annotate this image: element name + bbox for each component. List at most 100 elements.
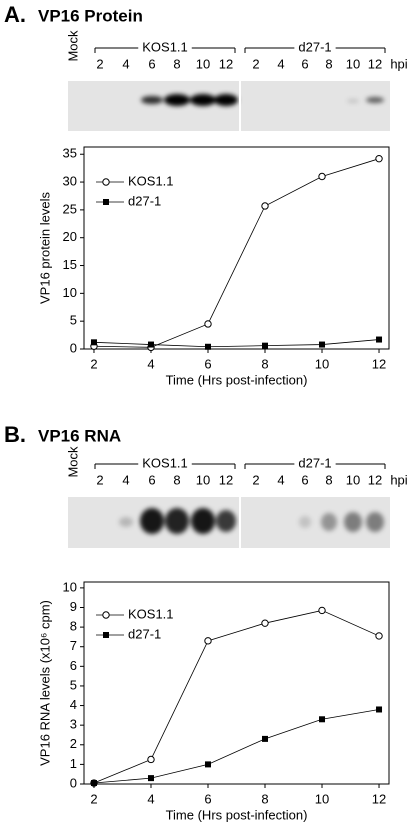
legend-label: KOS1.1 (128, 173, 174, 188)
lane-label: 6 (148, 472, 155, 487)
lane-label: 2 (96, 472, 103, 487)
lane-label: 6 (148, 56, 155, 71)
x-tick-label: 4 (147, 791, 154, 806)
blot-image-b (68, 497, 390, 548)
lane-label: 4 (277, 472, 284, 487)
point (204, 343, 211, 350)
y-tick-label: 8 (70, 619, 77, 634)
lane-label: 12 (368, 56, 382, 71)
lane-label: 8 (173, 472, 180, 487)
y-tick-label: 6 (70, 658, 77, 673)
y-tick-label: 35 (63, 146, 77, 161)
point (261, 202, 269, 210)
lane-label: 12 (368, 472, 382, 487)
x-tick-label: 2 (90, 356, 97, 371)
series-line (93, 339, 380, 348)
x-tick-label: 2 (90, 791, 97, 806)
point (204, 761, 211, 768)
point (376, 706, 383, 713)
lane-label: 8 (325, 56, 332, 71)
lane-label: 4 (122, 472, 129, 487)
lane-label: 6 (301, 56, 308, 71)
point (375, 632, 383, 640)
x-tick-label: 6 (204, 356, 211, 371)
x-axis-label: Time (Hrs post-infection) (166, 372, 308, 387)
point (204, 320, 212, 328)
lane-label: 8 (173, 56, 180, 71)
series-line (93, 610, 380, 784)
panel-title: VP16 Protein (38, 6, 143, 25)
mock-label: Mock (65, 446, 80, 478)
lane-label: 2 (96, 56, 103, 71)
y-tick-label: 0 (70, 340, 77, 355)
point (319, 341, 326, 348)
y-tick-label: 10 (63, 285, 77, 300)
blot-image-a (68, 81, 390, 131)
y-tick-label: 5 (70, 313, 77, 328)
lane-label: 8 (325, 472, 332, 487)
y-axis-label: VP16 protein levels (37, 191, 52, 304)
panel-label: A. (4, 2, 26, 27)
plot-frame (83, 581, 390, 785)
y-tick-label: 7 (70, 638, 77, 653)
x-tick-label: 10 (315, 791, 329, 806)
point (147, 755, 155, 764)
series-line (93, 158, 380, 348)
y-tick-label: 30 (63, 173, 77, 188)
group-label: KOS1.1 (142, 455, 188, 470)
legend-marker (102, 178, 110, 186)
lane-label: 4 (277, 56, 284, 71)
y-tick-label: 4 (70, 697, 77, 712)
point (147, 775, 154, 782)
y-axis-label: VP16 RNA levels (x10⁶ cpm) (37, 600, 52, 766)
x-tick-label: 12 (372, 791, 386, 806)
point (90, 780, 97, 787)
y-tick-label: 1 (70, 756, 77, 771)
lane-label: 10 (196, 472, 210, 487)
lane-label: 4 (122, 56, 129, 71)
y-tick-label: 2 (70, 736, 77, 751)
x-axis-label: Time (Hrs post-infection) (166, 807, 308, 822)
x-tick-label: 4 (147, 356, 154, 371)
y-tick-label: 20 (63, 229, 77, 244)
lane-label: 12 (219, 56, 233, 71)
unit-label: hpi (390, 472, 407, 487)
legend-label: KOS1.1 (128, 606, 174, 621)
point (147, 341, 154, 348)
lane-label: 2 (252, 472, 259, 487)
x-tick-label: 10 (315, 356, 329, 371)
point (261, 619, 269, 627)
legend-label: d27-1 (128, 626, 161, 641)
panel-label: B. (4, 422, 26, 447)
point (375, 154, 383, 163)
y-tick-label: 15 (63, 257, 77, 272)
y-tick-label: 10 (63, 579, 77, 594)
series-line (93, 709, 380, 784)
plot-frame (83, 146, 390, 350)
point (90, 339, 97, 346)
x-tick-label: 12 (372, 356, 386, 371)
point (319, 716, 326, 723)
y-tick-label: 5 (70, 677, 77, 692)
point (318, 172, 326, 181)
y-tick-label: 0 (70, 775, 77, 790)
legend-label: d27-1 (128, 193, 161, 208)
lane-label: 10 (346, 56, 360, 71)
panel-title: VP16 RNA (38, 426, 121, 445)
y-tick-label: 25 (63, 201, 77, 216)
lane-label: 6 (301, 472, 308, 487)
group-label: d27-1 (298, 455, 331, 470)
legend-marker (102, 611, 110, 619)
lane-label: 10 (346, 472, 360, 487)
legend-marker (103, 632, 109, 638)
y-tick-label: 3 (70, 717, 77, 732)
group-label: KOS1.1 (142, 39, 188, 54)
lane-label: 2 (252, 56, 259, 71)
x-tick-label: 8 (261, 356, 268, 371)
point (262, 735, 269, 742)
unit-label: hpi (390, 56, 407, 71)
point (262, 342, 269, 349)
point (204, 637, 212, 645)
mock-label: Mock (65, 30, 80, 62)
